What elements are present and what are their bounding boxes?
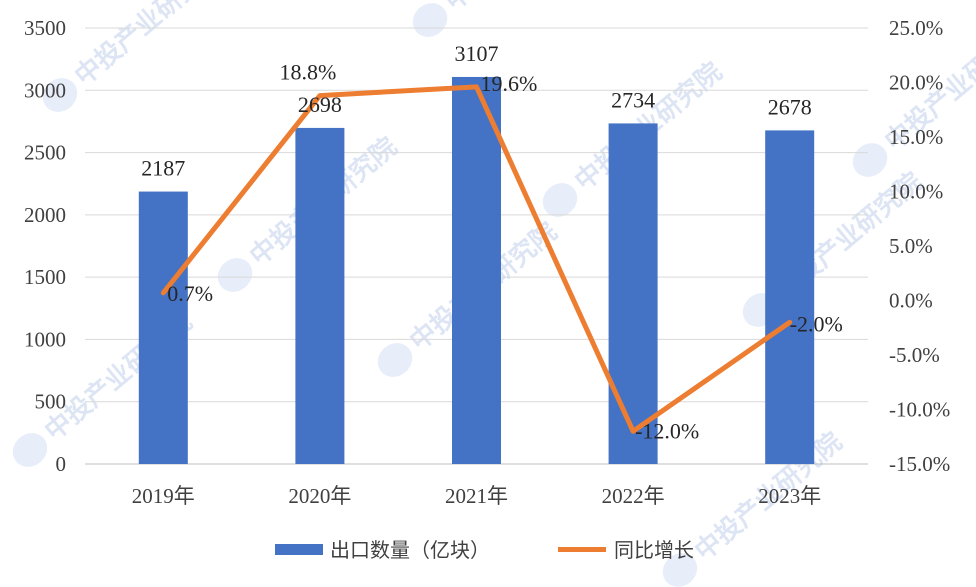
watermark-stamp: 中投产业研究院 (852, 16, 976, 177)
right-tick-label: 0.0% (889, 289, 933, 313)
watermark-text: 中投产业研究院 (69, 0, 228, 92)
line-value-label: -2.0% (790, 311, 843, 336)
legend-bar-swatch (275, 544, 323, 555)
bar (608, 123, 658, 464)
watermark-text: 中投产业研究院 (439, 0, 598, 17)
legend-bar-label: 出口数量（亿块） (330, 538, 490, 562)
right-axis-ticks: -15.0% -10.0% -5.0% 0.0% 5.0% 10.0% 15.0% 20.0%… (889, 16, 950, 476)
right-tick-label: 15.0% (889, 125, 943, 149)
x-axis-ticks: 2019年 2020年 2021年 2022年 2023年 (132, 484, 821, 508)
x-tick-label: 2020年 (288, 484, 351, 508)
x-tick-label: 2022年 (602, 484, 665, 508)
watermark-logo-icon (377, 343, 413, 377)
watermark-logo-icon (217, 258, 253, 292)
line-point (319, 95, 321, 97)
bar-series (138, 76, 815, 465)
legend-line-label: 同比增长 (614, 538, 694, 562)
bar-value-label: 2698 (298, 92, 342, 117)
bar-value-label: 2187 (141, 156, 185, 181)
x-tick-label: 2021年 (445, 484, 508, 508)
left-tick-label: 500 (35, 390, 67, 414)
right-tick-label: 5.0% (889, 234, 933, 258)
line-point (789, 321, 791, 323)
left-tick-label: 3500 (24, 16, 66, 40)
right-tick-label: 25.0% (889, 16, 943, 40)
left-tick-label: 1500 (24, 265, 66, 289)
line-value-label: 19.6% (481, 71, 538, 96)
watermark-logo-icon (542, 183, 578, 217)
watermark-logo-icon (412, 3, 448, 37)
line-point (476, 86, 477, 88)
left-tick-label: 2000 (24, 203, 66, 227)
watermark-logo-icon (12, 433, 48, 467)
bar (295, 127, 345, 465)
legend: 出口数量（亿块） 同比增长 (275, 538, 694, 562)
right-tick-label: -10.0% (889, 398, 950, 422)
x-tick-label: 2023年 (758, 484, 821, 508)
bar-data-labels: 2187 2698 3107 2734 2678 (141, 41, 811, 181)
line-point (162, 292, 164, 294)
left-tick-label: 0 (56, 452, 67, 476)
left-tick-label: 3000 (24, 78, 66, 102)
line-data-labels: 0.7% 18.8% 19.6% -12.0% -2.0% (167, 60, 843, 444)
line-point (632, 430, 634, 432)
watermark-logo-icon (42, 78, 78, 112)
bar (452, 76, 501, 464)
watermark-stamp: 中投产业研究院 (412, 0, 598, 37)
line-value-label: 18.8% (279, 60, 336, 85)
bar (138, 191, 188, 464)
left-axis-ticks: 0 500 1000 1500 2000 2500 3000 3500 (24, 16, 66, 476)
left-tick-label: 2500 (24, 141, 66, 165)
line-value-label: -12.0% (635, 418, 699, 443)
line-value-label: 0.7% (167, 281, 213, 306)
left-tick-label: 1000 (24, 327, 66, 351)
right-tick-label: -15.0% (889, 452, 950, 476)
right-tick-label: 10.0% (889, 180, 943, 204)
bar-value-label: 3107 (455, 41, 499, 66)
line-series (160, 84, 793, 434)
x-tick-label: 2019年 (132, 484, 195, 508)
watermark-logo-icon (662, 553, 698, 587)
right-tick-label: 20.0% (889, 71, 943, 95)
bar (765, 130, 815, 465)
bar-value-label: 2678 (768, 94, 812, 119)
watermark-logo-icon (852, 143, 888, 177)
right-tick-label: -5.0% (889, 343, 940, 367)
bar-value-label: 2734 (611, 87, 655, 112)
